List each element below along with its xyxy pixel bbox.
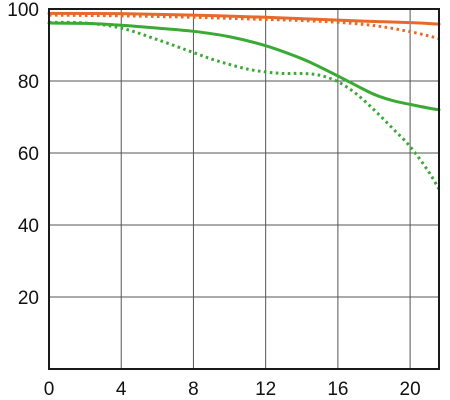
- y-tick-label: 20: [18, 288, 39, 309]
- series-line-1-solid: [47, 11, 441, 26]
- y-tick-label: 60: [18, 144, 39, 165]
- x-tick-label: 0: [44, 379, 55, 400]
- x-tick-label: 16: [327, 379, 348, 400]
- y-tick-label: 40: [18, 216, 39, 237]
- x-tick-label: 4: [116, 379, 127, 400]
- y-axis-tick-labels: 20 40 60 80 100: [7, 0, 39, 309]
- x-tick-label: 8: [188, 379, 199, 400]
- series-lines: [47, 11, 441, 190]
- series-line-3-solid: [47, 21, 441, 112]
- series-line-2-dotted: [48, 13, 440, 40]
- series-line-4-dotted: [48, 20, 441, 190]
- x-axis-tick-labels: 0 4 8 12 16 20: [44, 379, 421, 400]
- y-tick-label: 100: [7, 0, 39, 21]
- x-tick-label: 12: [255, 379, 276, 400]
- plot-frame: [48, 8, 440, 370]
- y-tick-label: 80: [18, 72, 39, 93]
- x-tick-label: 20: [400, 379, 421, 400]
- grid: [49, 9, 439, 369]
